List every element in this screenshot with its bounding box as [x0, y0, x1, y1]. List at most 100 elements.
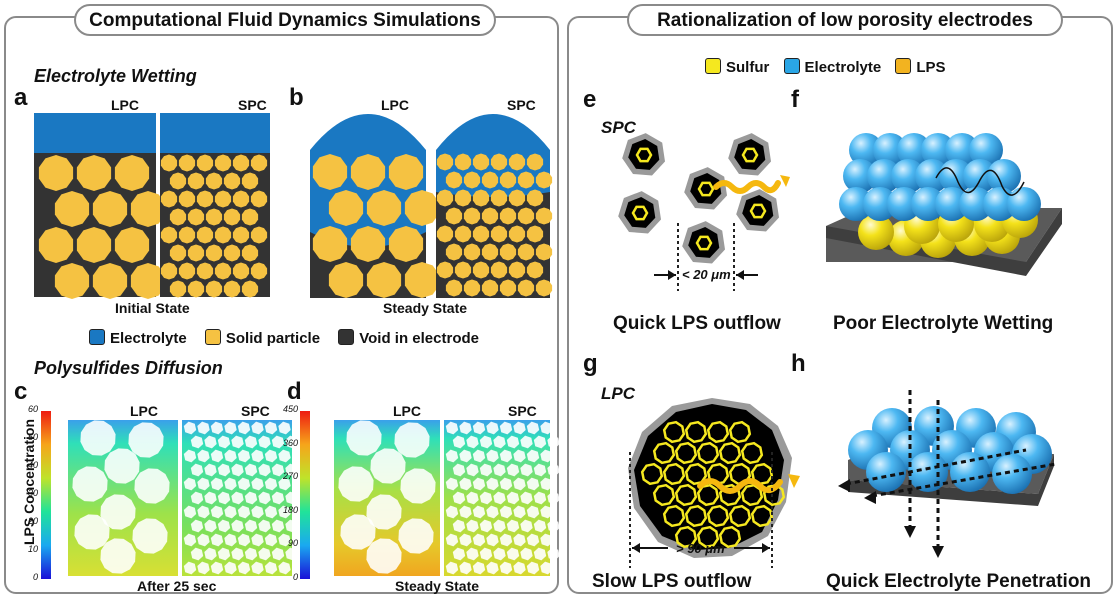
- sulfur-ring: [696, 441, 720, 465]
- solid-particle: [506, 463, 520, 477]
- c-colorbar: [41, 411, 51, 579]
- solid-particle: [445, 171, 463, 189]
- solid-particle: [479, 435, 493, 449]
- sphere: [969, 133, 1003, 167]
- solid-particle: [454, 189, 472, 207]
- sulfur-ring: [674, 483, 698, 507]
- sphere: [849, 133, 883, 167]
- solid-particle: [178, 262, 196, 280]
- solid-particle: [278, 421, 291, 435]
- solid-particle: [486, 421, 499, 435]
- solid-particle: [499, 505, 513, 519]
- solid-particle: [214, 226, 232, 244]
- solid-particle: [506, 491, 520, 505]
- solid-particle: [486, 449, 499, 463]
- solid-particle: [454, 261, 472, 279]
- solid-particle: [217, 435, 231, 449]
- solid-particle: [506, 519, 520, 533]
- c-spc-label: SPC: [241, 403, 270, 419]
- solid-particle: [72, 466, 108, 502]
- colorbar-tick: 0: [292, 572, 298, 582]
- solid-particle: [204, 519, 217, 533]
- solid-particle: [493, 519, 506, 533]
- solid-particle: [479, 491, 493, 505]
- solid-particle: [513, 561, 526, 575]
- solid-particle: [547, 519, 560, 533]
- solid-particle: [190, 491, 204, 505]
- solid-particle: [513, 421, 526, 435]
- solid-particle: [508, 189, 526, 207]
- solid-particle: [232, 262, 250, 280]
- solid-particle: [490, 225, 508, 243]
- colorbar-tick: 0: [32, 572, 38, 582]
- solid-particle: [210, 505, 224, 519]
- solid-particle: [278, 505, 291, 519]
- solid-particle: [223, 208, 241, 226]
- solid-particle: [231, 491, 244, 505]
- c-spc-map: [182, 420, 298, 576]
- solid-particle: [241, 280, 259, 298]
- g-lpc-particle: [628, 398, 800, 568]
- solid-particle: [526, 505, 540, 519]
- solid-particle: [250, 262, 268, 280]
- solid-particle: [445, 533, 459, 547]
- b-spc-label: SPC: [507, 97, 536, 113]
- solid-particle: [499, 279, 517, 297]
- solid-particle: [312, 154, 348, 190]
- solid-particle: [251, 533, 264, 547]
- solid-particle: [241, 244, 259, 262]
- solid-particle: [463, 243, 481, 261]
- colorbar-tick: 60: [27, 404, 38, 414]
- solid-particle: [54, 263, 90, 299]
- solid-particle: [196, 226, 214, 244]
- solid-particle: [499, 207, 517, 225]
- g-lpc-tag: LPC: [601, 384, 635, 403]
- a-lpc-label: LPC: [111, 97, 139, 113]
- solid-particle: [264, 477, 278, 491]
- legend-electrolyte: Electrolyte: [89, 329, 187, 347]
- solid-particle: [183, 561, 197, 575]
- sphere: [1007, 187, 1041, 221]
- solid-particle: [285, 547, 298, 561]
- solid-particle: [271, 435, 285, 449]
- solid-particle: [258, 547, 271, 561]
- solid-particle: [466, 463, 479, 477]
- solid-particle: [223, 244, 241, 262]
- colorbar-tick: 10: [27, 544, 38, 554]
- solid-particle: [237, 421, 251, 435]
- solid-particle: [540, 477, 553, 491]
- solid-particle: [258, 491, 271, 505]
- solid-particle: [183, 421, 197, 435]
- b-lpc-label: LPC: [381, 97, 409, 113]
- solid-particle: [214, 262, 232, 280]
- solid-particle: [526, 421, 540, 435]
- solid-particle: [258, 435, 271, 449]
- legend-sulfur: Sulfur: [705, 58, 769, 76]
- sulfur-swatch: [705, 58, 721, 74]
- solid-particle: [445, 449, 459, 463]
- solid-particle: [328, 190, 364, 226]
- solid-particle: [454, 153, 472, 171]
- sulfur-ring: [718, 525, 742, 549]
- solid-particle: [535, 279, 553, 297]
- solid-particle: [506, 547, 520, 561]
- sulfur-ring: [750, 462, 774, 486]
- sulfur-ring: [706, 462, 730, 486]
- sphere: [858, 214, 894, 250]
- sulfur-ring: [662, 420, 686, 444]
- solid-particle: [217, 463, 231, 477]
- solid-particle: [540, 421, 553, 435]
- solid-particle: [540, 505, 553, 519]
- solid-particle: [224, 449, 237, 463]
- electrolyte-sphere: [866, 452, 906, 492]
- solid-particle: [237, 449, 251, 463]
- solid-particle: [232, 190, 250, 208]
- electrolyte-sphere: [992, 454, 1032, 494]
- solid-particle: [394, 422, 430, 458]
- solid-particle: [479, 547, 493, 561]
- b-lpc-cell: [310, 114, 440, 298]
- solid-particle: [312, 226, 348, 262]
- a-spc-label: SPC: [238, 97, 267, 113]
- solid-particle: [535, 243, 553, 261]
- solid-particle: [54, 191, 90, 227]
